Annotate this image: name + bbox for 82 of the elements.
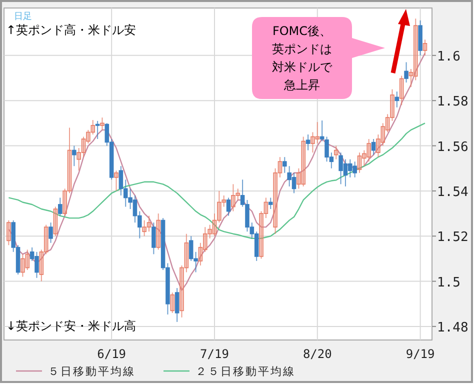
candlestick	[259, 210, 264, 260]
candlestick	[301, 136, 306, 187]
candlestick	[408, 68, 414, 88]
annotation: FOMC後、	[272, 24, 332, 38]
y-tick-label: 1.48	[437, 320, 468, 336]
candlestick	[146, 215, 152, 232]
y-tick-label: 1.52	[437, 230, 468, 246]
legend-label: ５日移動平均線	[48, 365, 136, 378]
candlestick	[170, 292, 175, 314]
candlestick	[174, 288, 180, 322]
candlestick	[184, 233, 189, 273]
candlestick	[357, 152, 362, 174]
candlestick	[212, 213, 217, 237]
candlestick	[380, 122, 386, 146]
candlestick	[282, 156, 287, 174]
x-tick-label: 9/19	[406, 347, 435, 361]
candlestick	[273, 168, 278, 234]
candlestick	[394, 91, 400, 108]
candlestick	[385, 114, 390, 133]
y-tick-label: 1.58	[437, 94, 468, 110]
candlestick	[39, 249, 44, 282]
candlestick	[264, 197, 268, 219]
candlestick	[226, 197, 231, 216]
candlestick	[268, 197, 273, 210]
x-tick-label: 6/19	[97, 347, 126, 361]
y-tick-label: 1.56	[437, 140, 468, 155]
candlestick	[413, 18, 418, 81]
x-tick-label: 7/19	[200, 347, 229, 361]
candlestick	[90, 120, 96, 135]
candlestick	[371, 138, 376, 156]
candlestick	[53, 206, 58, 237]
candlestick	[180, 264, 184, 318]
candlestick	[376, 134, 380, 158]
candlestick	[198, 242, 203, 266]
candlestick	[231, 184, 236, 212]
candlestick	[156, 213, 160, 250]
candlestick	[114, 170, 118, 192]
candlestick	[362, 150, 366, 167]
candlestick	[72, 145, 76, 167]
candlestick	[310, 132, 315, 154]
annotation: ↓英ポンド安・米ドル高	[6, 319, 136, 333]
candlestick	[86, 129, 90, 144]
candlestick	[81, 136, 86, 158]
y-tick-label: 1.5	[437, 275, 460, 290]
annotation: ↑英ポンド高・米ドル安	[6, 23, 136, 37]
candlestick	[76, 148, 81, 172]
candlestick	[203, 226, 208, 252]
candlestick	[100, 117, 104, 130]
candlestick	[25, 249, 30, 270]
candlestick	[67, 127, 72, 194]
candlestick	[142, 220, 146, 237]
candlestick	[320, 120, 324, 142]
candlestick	[278, 156, 282, 178]
candlestick	[95, 120, 100, 140]
candlestick	[217, 190, 222, 224]
annotation: 急上昇	[283, 78, 320, 92]
annotation: 対米ドルで	[272, 60, 333, 74]
candlestick	[404, 62, 408, 84]
candlestick	[315, 122, 320, 144]
candlestick	[399, 75, 404, 106]
candlestick	[20, 254, 25, 278]
x-tick-label: 8/20	[302, 347, 332, 361]
candlestick	[44, 224, 48, 255]
candlestick	[306, 134, 310, 151]
candlestick	[58, 197, 62, 216]
y-tick-label: 1.6	[437, 49, 460, 64]
candlestick	[208, 224, 212, 239]
legend-label: ２５日移動平均線	[196, 365, 296, 378]
candlestick	[6, 220, 11, 246]
candlestick	[62, 188, 67, 216]
candlestick	[296, 168, 301, 190]
candlestick	[390, 88, 394, 122]
y-tick-label: 1.54	[437, 184, 468, 200]
candlestick	[152, 222, 156, 255]
annotation: 日足	[14, 11, 32, 22]
candlestick	[48, 222, 53, 244]
candlestick	[222, 194, 226, 208]
annotation: 英ポンドは	[272, 42, 332, 56]
candlestick	[422, 39, 428, 56]
candlestick	[334, 145, 338, 160]
candlestick	[236, 188, 240, 200]
candlestick	[366, 138, 371, 162]
